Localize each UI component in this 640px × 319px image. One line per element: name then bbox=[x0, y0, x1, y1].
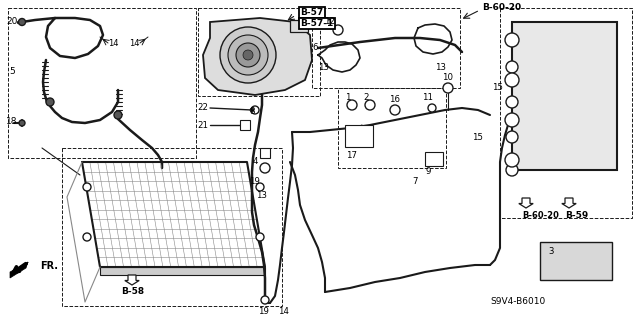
Text: 15: 15 bbox=[472, 133, 483, 143]
Polygon shape bbox=[562, 198, 576, 208]
Text: 6: 6 bbox=[312, 43, 318, 53]
Polygon shape bbox=[100, 267, 265, 275]
Circle shape bbox=[505, 113, 519, 127]
Text: 21: 21 bbox=[197, 121, 208, 130]
Circle shape bbox=[365, 100, 375, 110]
Text: 2: 2 bbox=[364, 93, 369, 102]
Circle shape bbox=[19, 19, 26, 26]
Text: 16: 16 bbox=[390, 95, 401, 105]
Bar bbox=[62, 148, 282, 306]
Bar bbox=[312, 8, 460, 88]
Circle shape bbox=[443, 83, 453, 93]
Circle shape bbox=[506, 96, 518, 108]
Text: B-59: B-59 bbox=[565, 211, 588, 219]
Circle shape bbox=[243, 50, 253, 60]
Circle shape bbox=[506, 61, 518, 73]
Bar bbox=[290, 20, 308, 32]
Text: 18: 18 bbox=[6, 117, 18, 127]
Text: 9: 9 bbox=[426, 167, 431, 176]
Circle shape bbox=[428, 104, 436, 112]
Circle shape bbox=[251, 106, 259, 114]
Circle shape bbox=[261, 296, 269, 304]
Text: 14: 14 bbox=[129, 39, 140, 48]
Text: FR.: FR. bbox=[40, 261, 58, 271]
Text: 14: 14 bbox=[278, 308, 289, 316]
Text: S9V4-B6010: S9V4-B6010 bbox=[490, 298, 545, 307]
Text: 13: 13 bbox=[257, 190, 268, 199]
Text: 12: 12 bbox=[324, 18, 335, 26]
Bar bbox=[512, 22, 617, 170]
Text: B-60-20: B-60-20 bbox=[522, 211, 559, 219]
Text: 20: 20 bbox=[6, 18, 18, 26]
Text: B-57-1: B-57-1 bbox=[300, 19, 333, 28]
Text: 19: 19 bbox=[258, 308, 269, 316]
Circle shape bbox=[347, 100, 357, 110]
Circle shape bbox=[505, 73, 519, 87]
Bar bbox=[500, 8, 632, 218]
Text: 4: 4 bbox=[253, 158, 258, 167]
Text: 10: 10 bbox=[442, 73, 454, 83]
Circle shape bbox=[228, 35, 268, 75]
Text: 14: 14 bbox=[108, 39, 118, 48]
Circle shape bbox=[390, 105, 400, 115]
Bar bbox=[338, 88, 446, 168]
Bar bbox=[425, 152, 443, 166]
Circle shape bbox=[506, 131, 518, 143]
Text: B-58: B-58 bbox=[122, 287, 145, 296]
Circle shape bbox=[46, 98, 54, 106]
Circle shape bbox=[505, 153, 519, 167]
Text: 17: 17 bbox=[346, 151, 358, 160]
Circle shape bbox=[83, 183, 91, 191]
Text: 15: 15 bbox=[493, 84, 504, 93]
Text: 1: 1 bbox=[345, 93, 351, 102]
Bar bbox=[8, 8, 196, 158]
Text: 11: 11 bbox=[422, 93, 433, 102]
Text: 5: 5 bbox=[9, 68, 15, 77]
Text: 19: 19 bbox=[249, 177, 260, 187]
Circle shape bbox=[333, 25, 343, 35]
Bar bbox=[540, 242, 612, 280]
Polygon shape bbox=[10, 262, 28, 278]
Circle shape bbox=[114, 111, 122, 119]
Polygon shape bbox=[519, 198, 533, 208]
Bar bbox=[345, 125, 373, 147]
Text: 13: 13 bbox=[318, 63, 329, 72]
Circle shape bbox=[506, 164, 518, 176]
Polygon shape bbox=[125, 275, 140, 285]
Circle shape bbox=[505, 33, 519, 47]
Polygon shape bbox=[203, 18, 312, 95]
Text: 7: 7 bbox=[412, 177, 418, 187]
Text: 3: 3 bbox=[548, 248, 554, 256]
Circle shape bbox=[236, 43, 260, 67]
Circle shape bbox=[256, 233, 264, 241]
Bar bbox=[198, 8, 320, 96]
Bar bbox=[260, 148, 270, 158]
Circle shape bbox=[250, 108, 254, 112]
Text: 22: 22 bbox=[197, 103, 208, 113]
Circle shape bbox=[220, 27, 276, 83]
Circle shape bbox=[19, 120, 25, 126]
Circle shape bbox=[256, 183, 264, 191]
Bar bbox=[240, 120, 250, 130]
Text: 8: 8 bbox=[250, 108, 255, 116]
Text: B-60-20: B-60-20 bbox=[482, 4, 521, 12]
Circle shape bbox=[83, 233, 91, 241]
Text: B-57: B-57 bbox=[300, 8, 323, 17]
Circle shape bbox=[260, 163, 270, 173]
Text: 13: 13 bbox=[435, 63, 446, 72]
